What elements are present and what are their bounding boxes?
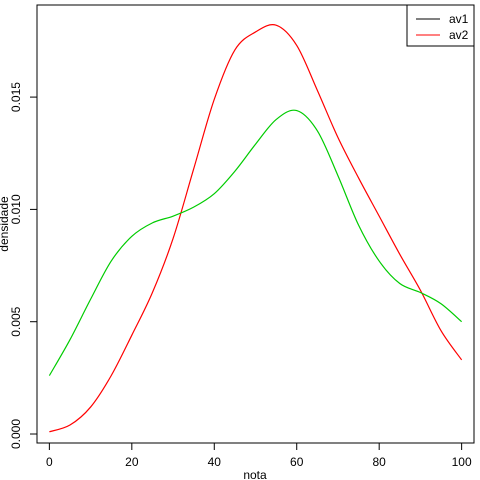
x-axis: 0 20 40 60 80 100	[46, 443, 472, 469]
series-layer	[48, 24, 463, 433]
legend-label: av1	[449, 12, 469, 26]
x-tick-label: 80	[372, 455, 386, 469]
x-axis-title: nota	[243, 468, 267, 480]
legend-label: av2	[449, 28, 469, 42]
x-tick-label: 0	[46, 455, 53, 469]
y-axis-title: densidade	[0, 196, 11, 252]
plot-frame	[36, 4, 475, 444]
x-tick-label: 40	[208, 455, 222, 469]
y-tick-label: 0.005	[9, 306, 23, 336]
series-line-0	[49, 24, 463, 433]
x-tick-label: 60	[290, 455, 304, 469]
y-tick-label: 0.015	[9, 82, 23, 112]
legend-box	[406, 4, 475, 47]
y-tick-label: 0.000	[9, 419, 23, 449]
y-tick-label: 0.010	[9, 194, 23, 224]
y-axis: 0.000 0.005 0.010 0.015	[9, 82, 37, 449]
x-tick-label: 20	[125, 455, 139, 469]
x-tick-label: 100	[452, 455, 472, 469]
series-line-1	[48, 109, 463, 376]
